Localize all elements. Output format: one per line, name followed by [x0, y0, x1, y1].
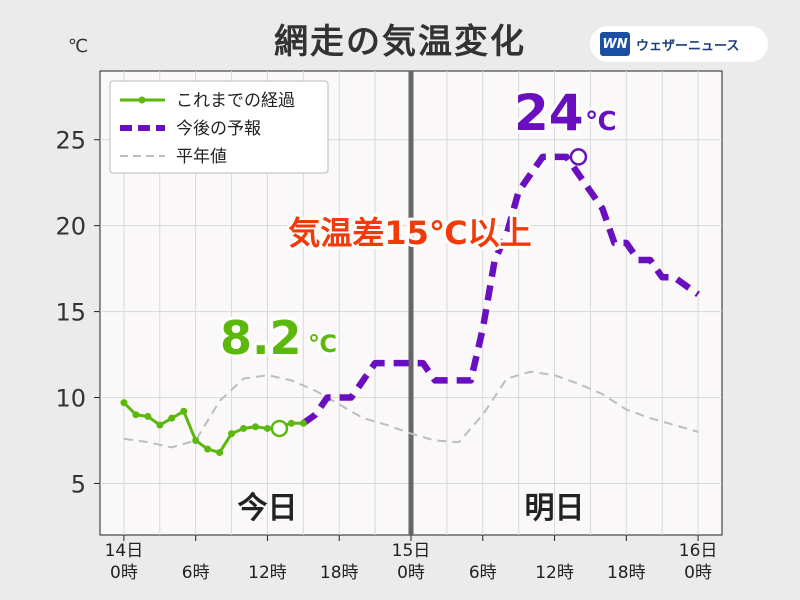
observed-point	[120, 399, 128, 407]
x-tick-label: 14日	[105, 541, 144, 561]
max-temp-unit: ℃	[585, 107, 616, 137]
x-tick-label: 12時	[248, 563, 287, 583]
x-tick-label: 6時	[182, 563, 210, 583]
forecast-line	[301, 153, 700, 426]
observed-point	[299, 419, 307, 427]
legend-label: これまでの経過	[176, 91, 295, 111]
observed-point	[228, 430, 236, 438]
y-tick-label: 15	[55, 299, 86, 327]
y-tick-label: 25	[55, 127, 86, 155]
y-tick-label: 5	[71, 470, 86, 498]
x-tick-label: 0時	[110, 563, 138, 583]
y-unit-label: ℃	[68, 36, 88, 57]
x-tick-label: 15日	[392, 541, 431, 561]
page-title: 網走の気温変化	[274, 22, 526, 62]
legend-observed-dot	[138, 96, 146, 104]
observed-point	[156, 421, 164, 429]
legend-label: 平年値	[176, 147, 227, 167]
current-temp-label: 8.2	[220, 311, 302, 365]
observed-point	[216, 449, 224, 457]
highlight-marker	[569, 148, 588, 166]
brand-name: ウェザーニュース	[636, 38, 740, 54]
y-tick-label: 20	[55, 213, 86, 241]
y-tick-label: 10	[55, 385, 86, 413]
x-tick-label: 18時	[320, 563, 359, 583]
max-temp-label: 24	[514, 84, 584, 142]
x-tick-label: 18時	[607, 563, 646, 583]
observed-point	[252, 423, 259, 431]
legend-label: 今後の予報	[176, 119, 261, 139]
tomorrow-label: 明日	[525, 491, 585, 526]
x-tick-label: 0時	[684, 563, 712, 583]
x-tick-label: 12時	[535, 563, 574, 583]
x-tick-label: 6時	[469, 563, 497, 583]
temp-difference-note: 気温差15℃以上	[288, 214, 531, 252]
observed-point	[144, 412, 152, 420]
normal-temperature-line	[123, 370, 699, 449]
observed-point	[168, 414, 176, 422]
wn-logo-icon: WN	[600, 32, 630, 56]
brand-logo: WN ウェザーニュース	[590, 26, 768, 62]
highlight-marker	[270, 419, 289, 438]
observed-point	[180, 407, 188, 415]
x-tick-label: 16日	[679, 541, 718, 561]
observed-point	[263, 424, 271, 432]
x-tick-label: 0時	[397, 563, 425, 583]
current-temp-unit: ℃	[308, 330, 337, 358]
observed-point	[204, 445, 212, 453]
today-label: 今日	[237, 491, 297, 526]
legend-box	[109, 80, 329, 174]
observed-point	[240, 424, 248, 432]
observed-point	[287, 419, 295, 427]
observed-point	[132, 411, 140, 419]
observed-point	[192, 436, 200, 444]
